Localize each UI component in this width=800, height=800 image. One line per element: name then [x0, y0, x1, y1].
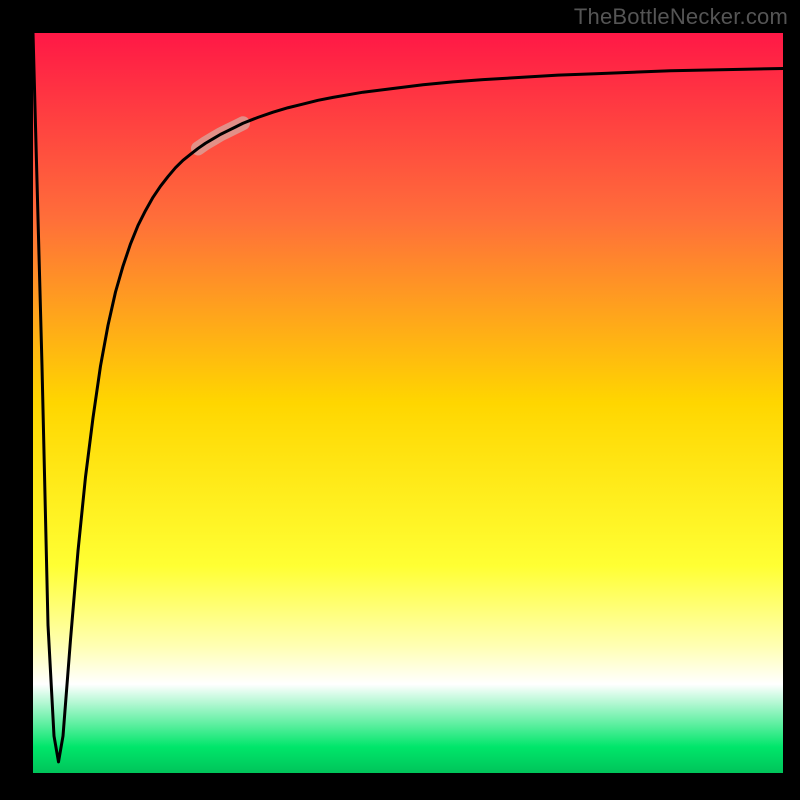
chart-frame: TheBottleNecker.com: [0, 0, 800, 800]
plot-area: [33, 33, 783, 773]
curve-layer: [33, 33, 783, 773]
bottleneck-curve: [33, 33, 783, 762]
watermark-text: TheBottleNecker.com: [574, 4, 788, 30]
